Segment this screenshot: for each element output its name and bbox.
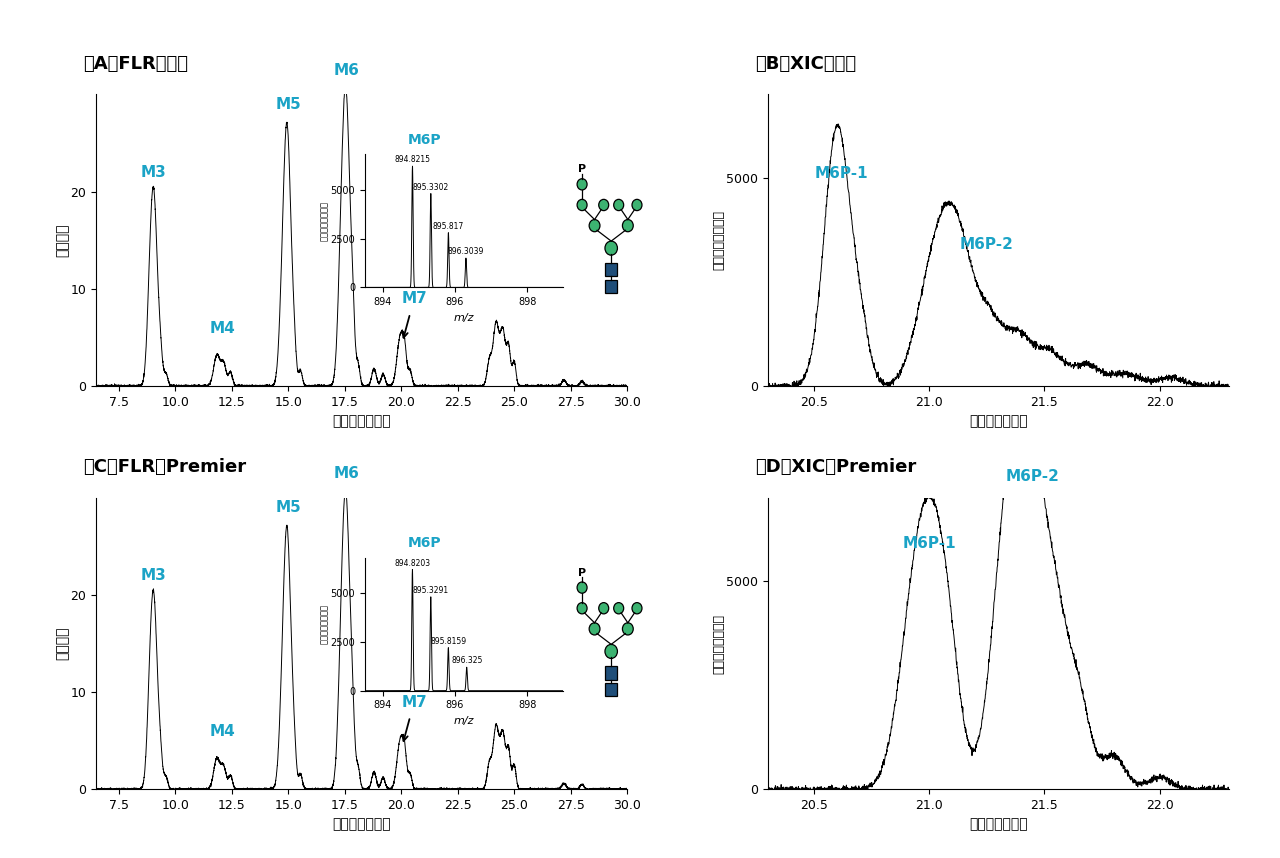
Text: M4: M4 — [210, 724, 236, 739]
Circle shape — [577, 178, 588, 190]
Circle shape — [605, 644, 617, 658]
Y-axis label: 強度（カウント）: 強度（カウント） — [712, 210, 724, 270]
X-axis label: 保持時間（分）: 保持時間（分） — [969, 818, 1028, 831]
Text: M5: M5 — [275, 97, 301, 112]
Text: M6P-2: M6P-2 — [960, 237, 1014, 251]
Text: M6P-2: M6P-2 — [1006, 469, 1060, 484]
Circle shape — [577, 582, 588, 593]
Text: 895.3302: 895.3302 — [412, 183, 449, 191]
X-axis label: 保持時間（分）: 保持時間（分） — [969, 414, 1028, 428]
Circle shape — [599, 602, 609, 613]
Text: M7: M7 — [402, 695, 428, 710]
Text: （A）FLR、標準: （A）FLR、標準 — [83, 55, 188, 73]
Y-axis label: 強度（カウント）: 強度（カウント） — [712, 613, 724, 674]
Text: M6: M6 — [334, 63, 360, 78]
Text: M3: M3 — [141, 568, 166, 583]
Circle shape — [589, 623, 600, 635]
Text: P: P — [579, 568, 586, 577]
Text: M6P: M6P — [407, 536, 442, 550]
Text: M7: M7 — [402, 292, 428, 306]
Y-axis label: シグナル: シグナル — [55, 223, 69, 257]
Text: M6P-1: M6P-1 — [815, 166, 869, 181]
Y-axis label: 強度（カウント）: 強度（カウント） — [320, 201, 329, 241]
Text: M5: M5 — [275, 500, 301, 515]
Bar — [605, 683, 617, 697]
Bar — [605, 263, 617, 276]
Text: 895.3291: 895.3291 — [412, 586, 449, 595]
Text: M6P-1: M6P-1 — [902, 535, 956, 551]
X-axis label: m/z: m/z — [453, 312, 475, 323]
Text: 894.8215: 894.8215 — [394, 155, 430, 164]
Bar — [605, 280, 617, 293]
X-axis label: m/z: m/z — [453, 716, 475, 726]
Text: 896.325: 896.325 — [451, 656, 483, 665]
Text: 895.817: 895.817 — [433, 221, 465, 231]
Circle shape — [599, 199, 609, 210]
Circle shape — [589, 220, 600, 232]
Circle shape — [577, 199, 588, 210]
Text: （B）XIC、標準: （B）XIC、標準 — [755, 55, 856, 73]
Text: （D）XIC、Premier: （D）XIC、Premier — [755, 458, 916, 476]
Text: M6: M6 — [334, 466, 360, 481]
Circle shape — [632, 199, 643, 210]
Circle shape — [622, 623, 634, 635]
Y-axis label: 強度（カウント）: 強度（カウント） — [320, 604, 329, 644]
Text: M6P: M6P — [407, 133, 442, 147]
Circle shape — [613, 199, 623, 210]
Circle shape — [613, 602, 623, 613]
Text: P: P — [579, 165, 586, 174]
Text: 894.8203: 894.8203 — [394, 559, 430, 567]
Text: 895.8159: 895.8159 — [430, 637, 466, 646]
Text: （C）FLR、Premier: （C）FLR、Premier — [83, 458, 246, 476]
X-axis label: 保持時間（分）: 保持時間（分） — [333, 414, 390, 428]
Y-axis label: シグナル: シグナル — [55, 626, 69, 661]
Text: 896.3039: 896.3039 — [448, 247, 484, 257]
Circle shape — [605, 241, 617, 255]
Bar — [605, 667, 617, 680]
X-axis label: 保持時間（分）: 保持時間（分） — [333, 818, 390, 831]
Text: M3: M3 — [141, 165, 166, 180]
Circle shape — [622, 220, 634, 232]
Circle shape — [577, 602, 588, 613]
Circle shape — [632, 602, 643, 613]
Text: M4: M4 — [210, 321, 236, 335]
